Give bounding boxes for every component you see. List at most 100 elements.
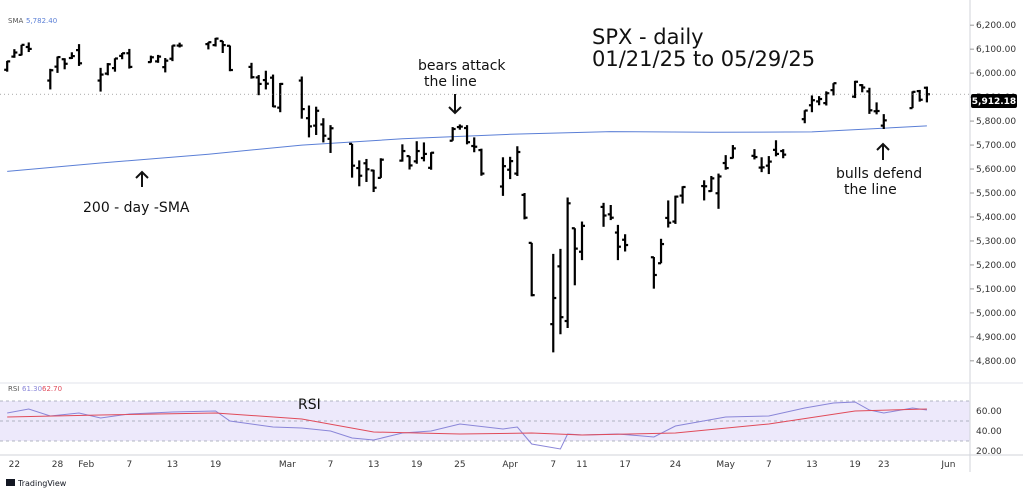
ohlc-bar [564, 197, 571, 328]
ohlc-bar [780, 149, 787, 159]
ohlc-bar [370, 169, 377, 193]
price-tick-label: 5,400.00 [976, 213, 1016, 223]
ohlc-bar [816, 96, 823, 106]
date-tick-label: 19 [849, 460, 861, 470]
footer-brand: TradingView [17, 479, 67, 488]
date-tick-label: 22 [9, 460, 20, 470]
ohlc-bar [758, 157, 765, 173]
price-tick-label: 5,700.00 [976, 141, 1016, 151]
ohlc-bar [464, 125, 471, 145]
price-tick-label: 5,300.00 [976, 237, 1016, 247]
ohlc-bar [255, 75, 262, 96]
price-tick-label: 6,000.00 [976, 69, 1016, 79]
tradingview-logo-icon [6, 479, 15, 486]
rsi-legend-label: RSI [8, 385, 19, 393]
ohlc-bar [456, 124, 463, 130]
annotation-bulls-line1: bulls defend [836, 166, 922, 182]
ohlc-bar [499, 157, 506, 196]
ohlc-bar [305, 105, 312, 138]
price-tick-label: 6,100.00 [976, 45, 1016, 55]
ohlc-bar [873, 102, 880, 115]
ohlc-bar [571, 227, 578, 286]
date-tick-label: 7 [766, 460, 772, 470]
date-tick-label: Feb [78, 460, 94, 470]
rsi-panel [0, 400, 970, 450]
ohlc-bar [679, 185, 686, 204]
date-tick-label: Mar [279, 460, 296, 470]
ohlc-bar [722, 155, 729, 170]
ohlc-bar [126, 48, 133, 69]
ohlc-bar [162, 58, 169, 73]
ohlc-bar [327, 125, 334, 153]
sma-legend-label: SMA [8, 17, 23, 25]
ohlc-bar [4, 60, 11, 72]
ohlc-bar [751, 149, 758, 160]
ohlc-bar [478, 148, 485, 176]
ohlc-bar [607, 204, 614, 221]
axes: 4,800.00 4,900.00 5,000.00 5,100.00 5,200.00… [0, 0, 1023, 472]
ohlc-bar [521, 193, 528, 220]
ohlc-bar [11, 49, 18, 58]
ohlc-bar [406, 154, 413, 170]
chart-title-line2: 01/21/25 to 05/29/25 [592, 47, 815, 71]
ohlc-bar [600, 202, 607, 227]
price-tick-label: 4,800.00 [976, 357, 1016, 367]
ohlc-bar [579, 221, 585, 261]
date-tick-label: 25 [454, 460, 465, 470]
ohlc-bar [104, 63, 111, 76]
ohlc-bar [622, 234, 629, 252]
date-tick-label: 23 [878, 460, 889, 470]
ohlc-bar [54, 55, 61, 73]
ohlc-bar [859, 84, 866, 93]
ohlc-bar [701, 180, 708, 201]
ohlc-bar [773, 140, 779, 157]
ohlc-bar [270, 74, 277, 108]
ohlc-bar [765, 156, 772, 175]
ohlc-bar [25, 42, 32, 53]
annotation-sma200: 200 - day -SMA [83, 200, 190, 216]
ohlc-bar [665, 200, 672, 228]
ohlc-bar [377, 158, 384, 179]
ohlc-bar [155, 54, 162, 63]
ohlc-bar [801, 109, 808, 124]
ohlc-bar [557, 248, 564, 335]
ohlc-bar [97, 67, 104, 92]
ohlc-bar [212, 37, 219, 47]
price-tick-label: 5,500.00 [976, 189, 1016, 199]
date-tick-label: 7 [126, 460, 132, 470]
ohlc-bar [248, 62, 255, 79]
ohlc-bar [428, 151, 435, 170]
annotation-bulls-line2: the line [844, 182, 897, 198]
chart-title-line1: SPX - daily [592, 25, 704, 49]
ohlc-bar [449, 127, 456, 142]
price-tick-label: 5,100.00 [976, 285, 1016, 295]
sma-legend-value: 5,782.40 [26, 17, 57, 25]
sma-200-line [7, 125, 927, 172]
ohlc-bar [729, 145, 736, 160]
ohlc-bar [262, 70, 269, 90]
ohlc-bar [169, 44, 176, 62]
rsi-tick-label: 60.00 [976, 407, 1002, 417]
date-tick-label: 13 [368, 460, 379, 470]
ohlc-bar [226, 44, 233, 72]
ohlc-bar [852, 80, 859, 99]
ohlc-bar [650, 256, 657, 289]
date-tick-label: 17 [619, 460, 630, 470]
annotation-bears-line2: the line [424, 74, 477, 90]
ohlc-bar [808, 95, 815, 113]
arrow-up-icon [876, 142, 890, 160]
date-tick-label: 11 [576, 460, 587, 470]
ohlc-bar [672, 195, 679, 224]
annotation-rsi: RSI [298, 397, 321, 413]
rsi-ma-line [7, 408, 927, 436]
ohlc-bar [313, 106, 320, 135]
date-tick-label: Apr [502, 460, 518, 470]
ohlc-bar [18, 43, 25, 57]
ohlc-bar [614, 224, 621, 261]
price-panel [0, 37, 970, 353]
ohlc-bar [880, 114, 887, 129]
arrow-up-icon [135, 170, 149, 187]
ohlc-bar [507, 156, 514, 180]
ohlc-bar [47, 68, 54, 90]
ohlc-bar [471, 137, 478, 153]
